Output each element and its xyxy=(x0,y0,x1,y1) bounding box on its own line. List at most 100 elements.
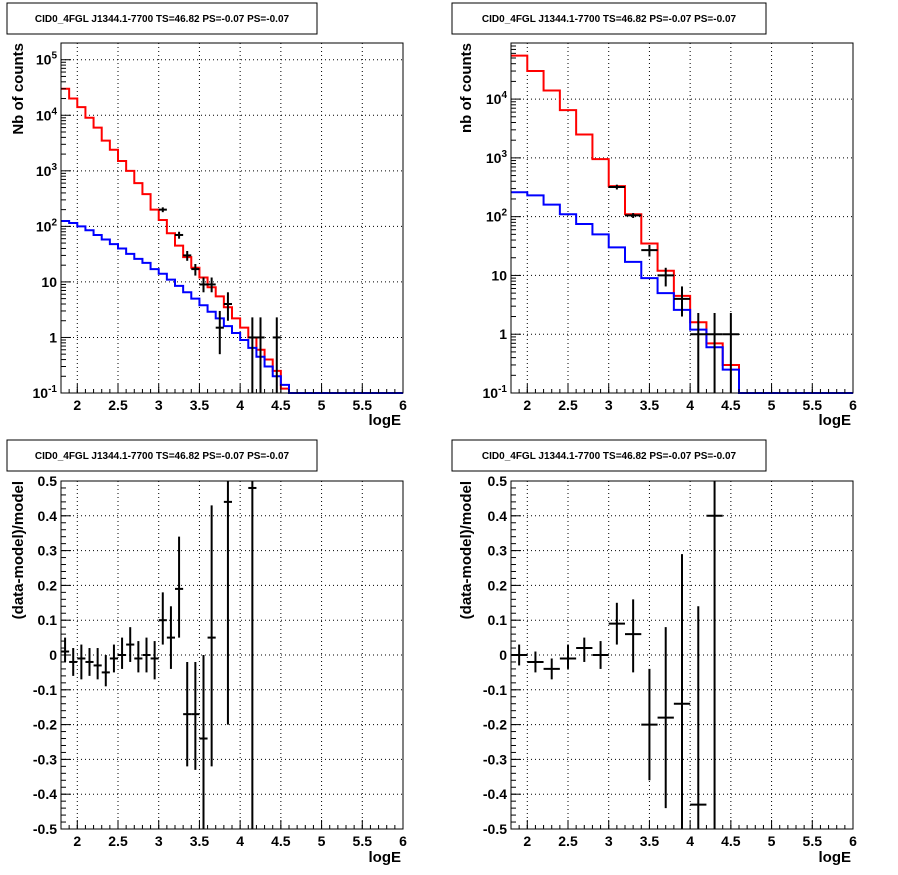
y-tick-label: 0.5 xyxy=(38,473,58,489)
y-tick-label: 0.4 xyxy=(488,508,508,524)
data-point xyxy=(183,251,192,261)
y-tick-label: 0 xyxy=(499,647,507,663)
data-point xyxy=(118,637,127,669)
y-tick-label: 0.1 xyxy=(488,612,508,628)
x-tick-label: 2.5 xyxy=(108,833,128,849)
x-tick-label: 5.5 xyxy=(803,397,823,413)
x-tick-label: 5.5 xyxy=(353,833,373,849)
data-point xyxy=(559,644,577,669)
y-axis-label: Nb of counts xyxy=(10,43,27,135)
x-tick-label: 6 xyxy=(399,833,407,849)
y-axis-label: nb of counts xyxy=(458,43,475,133)
y-tick-label: 1 xyxy=(49,329,57,345)
pad-top-right: CID0_4FGL J1344.1-7700 TS=46.82 PS=-0.07… xyxy=(451,2,857,429)
data-point xyxy=(673,286,691,317)
data-point xyxy=(175,231,184,239)
y-tick-label: -0.1 xyxy=(483,682,507,698)
y-tick-label: 103 xyxy=(486,149,508,166)
data-point xyxy=(126,627,135,662)
x-tick-label: 2.5 xyxy=(558,397,578,413)
y-tick-label: -0.4 xyxy=(483,786,507,802)
data-point xyxy=(625,599,642,673)
x-tick-label: 3.5 xyxy=(640,833,660,849)
y-tick-label: 1 xyxy=(499,326,507,342)
x-tick-label: 3 xyxy=(155,397,163,413)
data-point xyxy=(248,481,257,829)
x-tick-label: 4 xyxy=(236,397,244,413)
x-tick-label: 4.5 xyxy=(271,833,291,849)
x-tick-label: 5 xyxy=(318,397,326,413)
data-point xyxy=(641,668,658,781)
data-point xyxy=(576,637,593,662)
y-tick-label: 0.5 xyxy=(488,473,508,489)
y-tick-label: 102 xyxy=(36,217,58,234)
x-tick-label: 4.5 xyxy=(271,397,291,413)
data-point xyxy=(608,184,625,190)
y-axis-label: (data-model)/model xyxy=(458,481,475,619)
data-point xyxy=(158,592,167,645)
x-tick-label: 3.5 xyxy=(190,833,210,849)
x-tick-label: 2.5 xyxy=(558,833,578,849)
data-point xyxy=(142,637,151,673)
y-tick-label: 103 xyxy=(36,162,58,179)
y-tick-label: -0.1 xyxy=(33,682,57,698)
x-tick-label: 5 xyxy=(318,833,326,849)
data-point xyxy=(166,606,175,669)
y-axis-label: (data-model)/model xyxy=(10,481,27,619)
data-point xyxy=(657,267,674,287)
data-point xyxy=(215,310,224,355)
x-tick-label: 4.5 xyxy=(721,397,741,413)
x-tick-label: 5 xyxy=(768,833,776,849)
y-tick-label: -0.5 xyxy=(33,821,57,837)
data-point xyxy=(657,627,674,809)
x-tick-label: 3.5 xyxy=(640,397,660,413)
x-tick-label: 4 xyxy=(686,397,694,413)
x-axis-label: logE xyxy=(819,412,852,429)
pad-bottom-left: CID0_4FGL J1344.1-7700 TS=46.82 PS=-0.07… xyxy=(6,439,407,866)
data-point xyxy=(85,648,94,676)
x-tick-label: 5 xyxy=(768,397,776,413)
x-axis-label: logE xyxy=(369,849,402,866)
data-point xyxy=(256,317,265,393)
y-tick-label: 10-1 xyxy=(33,384,58,401)
data-point xyxy=(722,312,739,393)
x-tick-label: 6 xyxy=(849,397,857,413)
x-tick-label: 2 xyxy=(73,397,81,413)
data-point xyxy=(134,641,143,673)
data-point xyxy=(608,602,625,645)
data-point xyxy=(158,207,167,213)
y-tick-label: 10 xyxy=(491,267,507,283)
x-tick-label: 4 xyxy=(236,833,244,849)
title-box xyxy=(451,439,767,472)
x-tick-label: 3 xyxy=(605,833,613,849)
x-tick-label: 4 xyxy=(686,833,694,849)
tick-exponent: 3 xyxy=(501,149,507,160)
x-tick-label: 5.5 xyxy=(803,833,823,849)
tick-exponent: 3 xyxy=(51,162,57,173)
data-point xyxy=(272,317,281,393)
y-tick-label: 105 xyxy=(36,51,58,68)
x-axis-label: logE xyxy=(369,412,402,429)
data-point xyxy=(101,655,110,687)
pad-title: CID0_4FGL J1344.1-7700 TS=46.82 PS=-0.07… xyxy=(482,451,737,462)
tick-exponent: -1 xyxy=(48,384,57,395)
data-point xyxy=(248,317,257,393)
x-tick-label: 3.5 xyxy=(190,397,210,413)
tick-exponent: -1 xyxy=(498,384,507,395)
y-tick-label: 0.3 xyxy=(488,543,508,559)
y-tick-label: 0.2 xyxy=(38,577,58,593)
tick-exponent: 4 xyxy=(51,106,57,117)
data-point xyxy=(109,644,118,673)
y-tick-label: 104 xyxy=(486,90,508,107)
y-tick-label: -0.2 xyxy=(483,717,507,733)
tick-exponent: 4 xyxy=(501,90,507,101)
data-point xyxy=(61,637,70,662)
tick-exponent: 2 xyxy=(501,208,507,219)
data-point xyxy=(77,644,86,680)
x-axis-label: logE xyxy=(819,849,852,866)
y-tick-label: 102 xyxy=(486,208,508,225)
data-point xyxy=(690,312,707,393)
data-point xyxy=(150,641,159,680)
x-tick-label: 4.5 xyxy=(721,833,741,849)
